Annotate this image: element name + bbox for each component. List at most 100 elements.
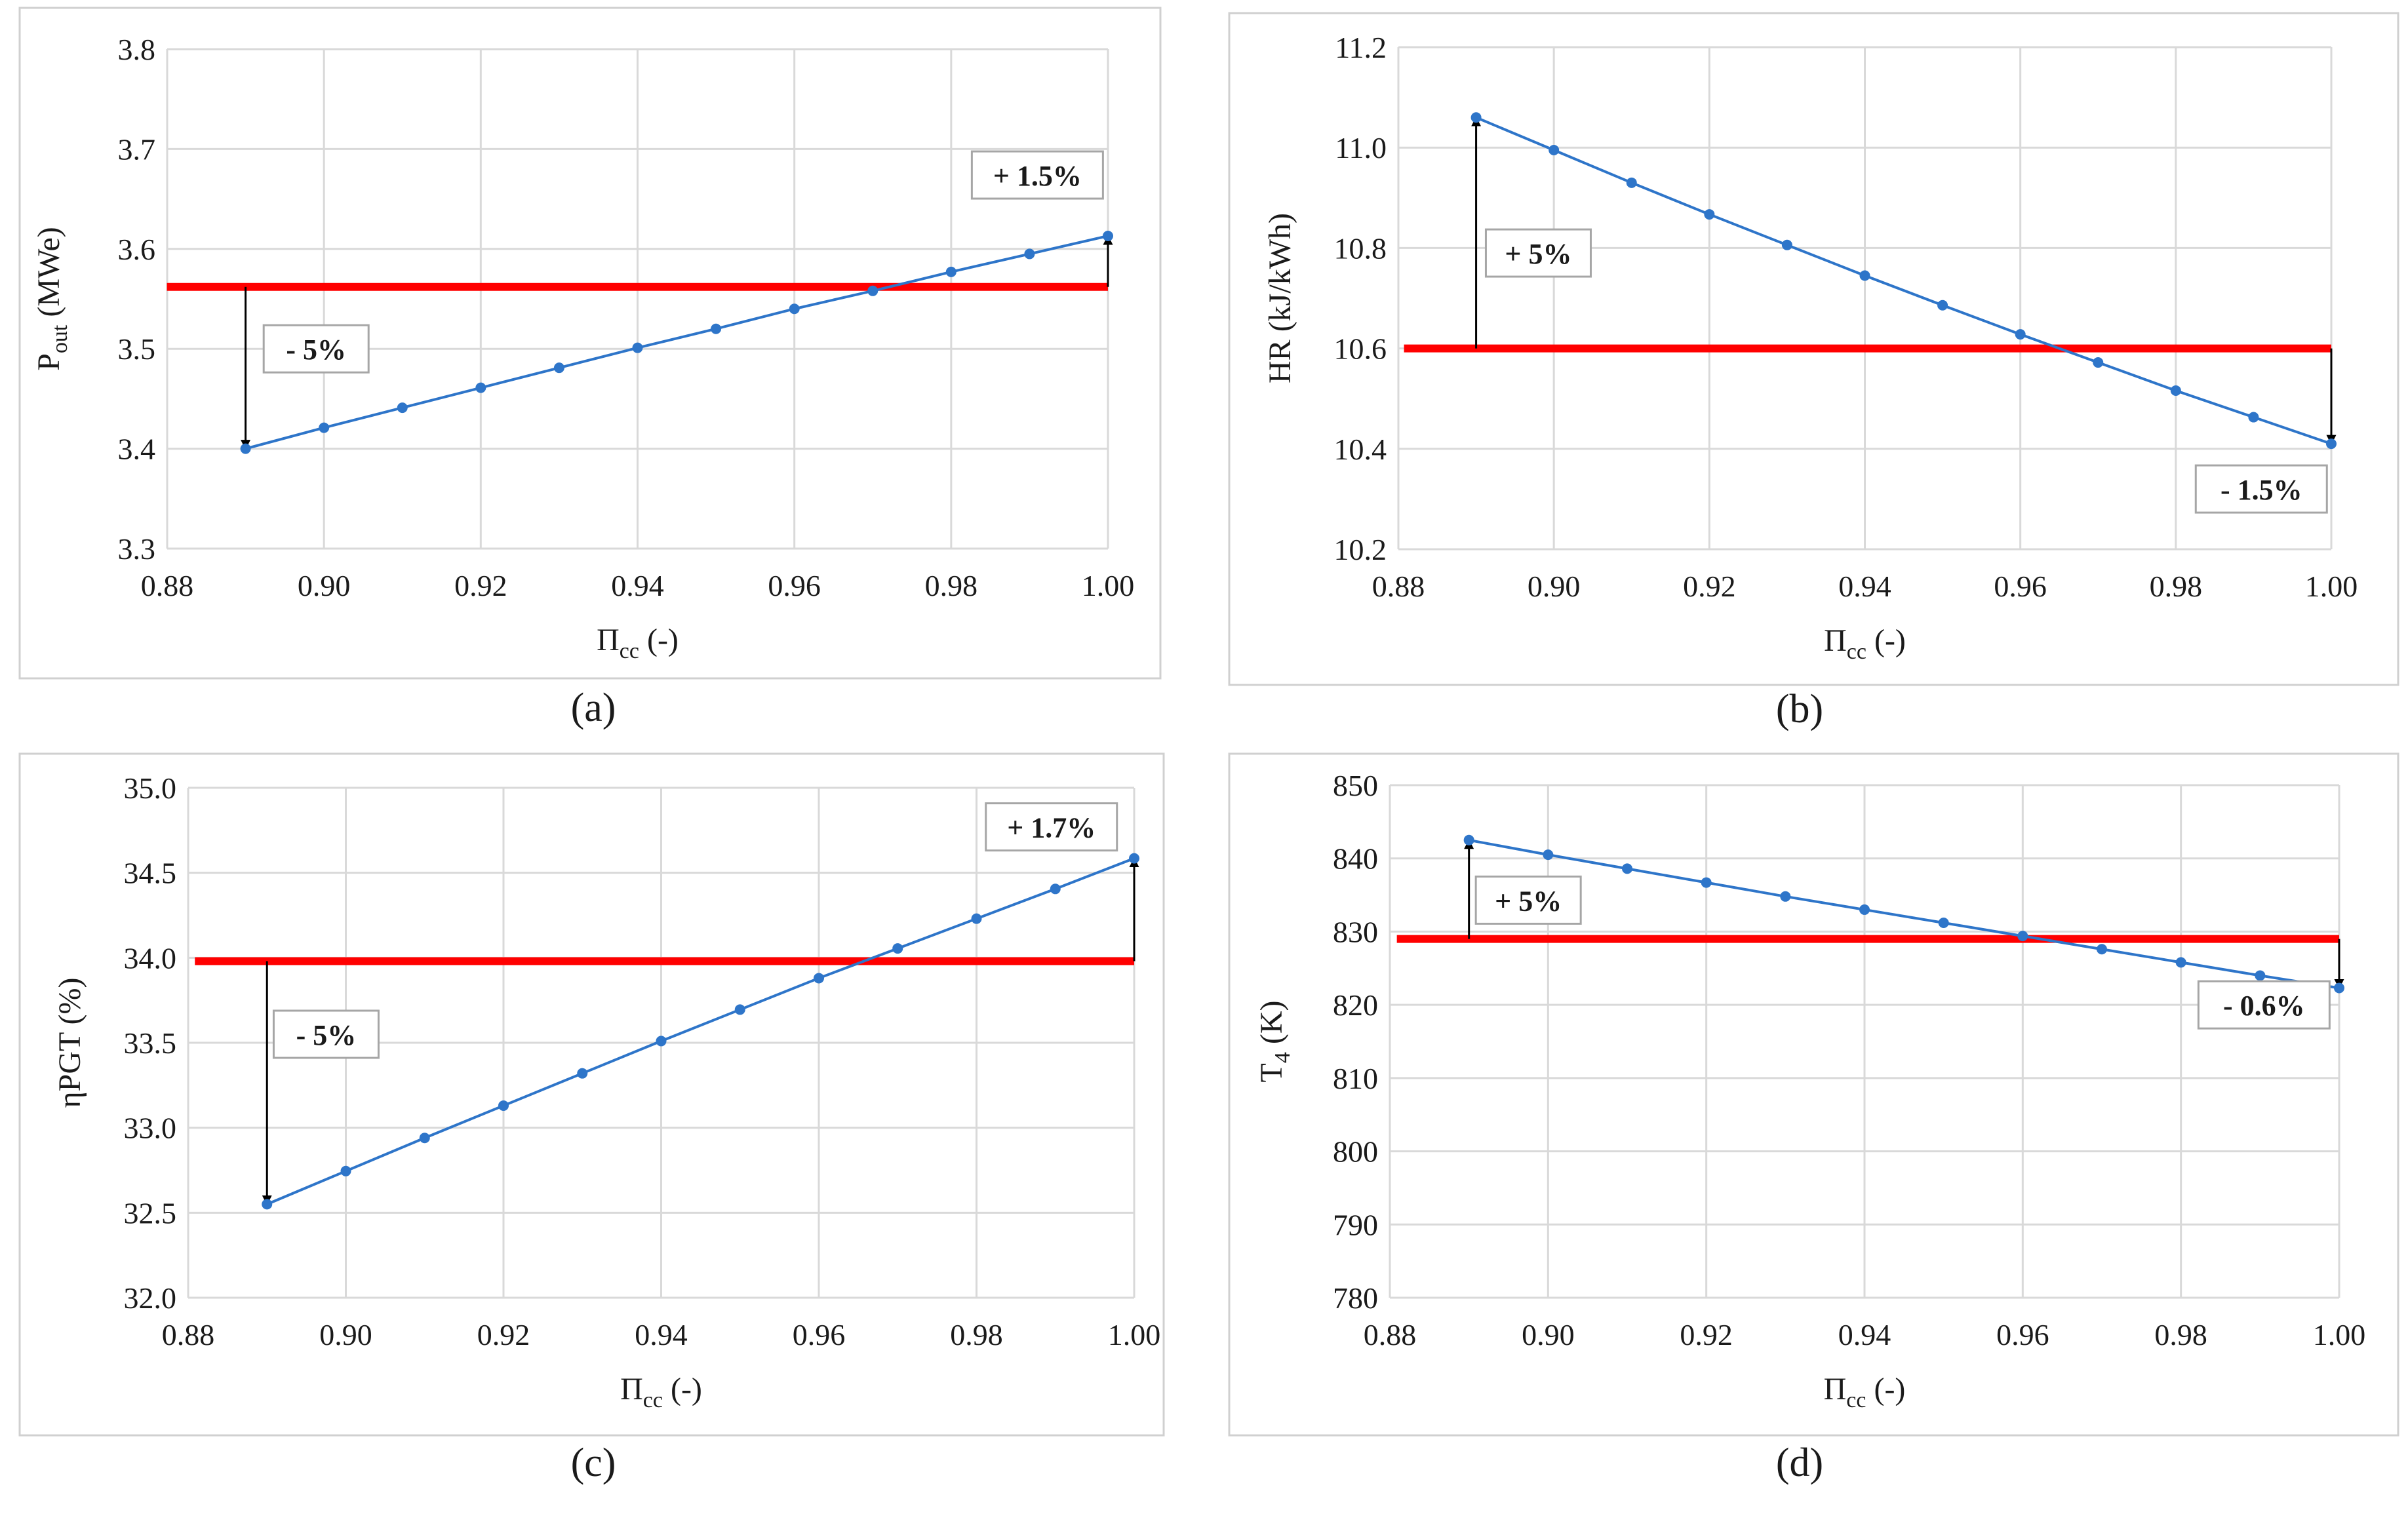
annotation-label: - 5% xyxy=(296,1019,357,1051)
y-axis-title: HR (kJ/kWh) xyxy=(1263,213,1297,383)
x-axis-title: Πcc (-) xyxy=(620,1372,702,1412)
data-point xyxy=(1050,883,1061,895)
data-point xyxy=(711,323,722,334)
x-axis-title: Πcc (-) xyxy=(597,623,679,663)
data-point xyxy=(2093,357,2104,368)
y-axis-title: ηPGT (%) xyxy=(52,978,87,1108)
x-tick-label: 0.96 xyxy=(1994,570,2047,603)
data-point xyxy=(1463,834,1474,845)
y-tick-label: 3.8 xyxy=(118,33,156,66)
x-tick-label: 0.98 xyxy=(925,569,978,602)
annotation-label: + 1.5% xyxy=(993,160,1082,192)
x-tick-label: 0.94 xyxy=(1838,1318,1891,1351)
y-tick-label: 10.8 xyxy=(1334,231,1387,265)
y-axis-title-subscript: out xyxy=(48,324,72,353)
x-axis-title-subscript: cc xyxy=(1847,640,1866,664)
x-tick-label: 1.00 xyxy=(2313,1318,2366,1351)
annotation-label: - 5% xyxy=(286,334,346,366)
data-point xyxy=(340,1165,351,1176)
x-tick-label: 0.98 xyxy=(2154,1318,2207,1351)
annotation-box xyxy=(970,150,1104,200)
y-tick-label: 32.0 xyxy=(124,1281,177,1315)
x-axis-title-subscript: cc xyxy=(643,1388,663,1412)
y-axis-title: T4 (K) xyxy=(1254,1001,1295,1083)
y-tick-label: 3.5 xyxy=(118,332,156,366)
data-point xyxy=(814,973,824,984)
y-tick-label: 3.6 xyxy=(118,233,156,266)
series-line xyxy=(245,235,1109,450)
annotation-box xyxy=(1484,228,1592,278)
chart-frame xyxy=(1228,752,2399,1437)
y-tick-label: 32.5 xyxy=(124,1196,177,1230)
y-tick-label: 850 xyxy=(1333,769,1378,802)
x-axis-title-unit: (-) xyxy=(663,1372,702,1407)
x-tick-label: 0.94 xyxy=(1838,570,1891,603)
y-axis-title-main: ηPGT (%) xyxy=(52,978,87,1108)
series-line xyxy=(266,857,1135,1206)
y-tick-label: 840 xyxy=(1333,842,1378,876)
panel-label: (c) xyxy=(571,1441,616,1485)
y-axis-title-main: T xyxy=(1254,1063,1289,1082)
chart-panel-a: 0.88 0.90 0.92 0.94 0.96 0.98 1.00 3.3 3.4 3.5 3.6… xyxy=(18,7,1162,730)
series-line xyxy=(1475,116,2332,446)
chart-frame xyxy=(18,752,1165,1437)
data-point xyxy=(2170,385,2181,396)
x-axis-title-unit: (-) xyxy=(1866,623,1906,658)
x-tick-label: 0.92 xyxy=(477,1318,530,1351)
y-tick-label: 800 xyxy=(1333,1135,1378,1169)
y-axis-title-unit: (K) xyxy=(1254,1001,1289,1053)
x-tick-label: 0.90 xyxy=(1528,570,1581,603)
x-tick-label: 0.92 xyxy=(454,569,507,602)
x-tick-label: 0.96 xyxy=(793,1318,846,1351)
y-tick-label: 10.2 xyxy=(1334,533,1387,566)
y-tick-label: 820 xyxy=(1333,988,1378,1022)
data-point xyxy=(1622,863,1632,874)
x-tick-label: 0.98 xyxy=(950,1318,1003,1351)
y-tick-label: 10.4 xyxy=(1334,433,1387,466)
x-axis-title-main: Π xyxy=(1824,1372,1847,1407)
y-axis-title-subscript: 4 xyxy=(1271,1052,1295,1063)
x-tick-label: 0.92 xyxy=(1683,570,1736,603)
y-tick-label: 780 xyxy=(1333,1281,1378,1315)
annotation-box xyxy=(985,802,1118,852)
x-axis-title-subscript: cc xyxy=(1846,1388,1866,1412)
data-point xyxy=(1781,239,1792,250)
x-tick-label: 0.90 xyxy=(1522,1318,1575,1351)
data-point xyxy=(1129,853,1139,864)
y-tick-label: 11.0 xyxy=(1335,131,1387,165)
data-point xyxy=(262,1199,273,1210)
data-point xyxy=(1470,112,1482,123)
annotation-label: + 5% xyxy=(1495,885,1562,917)
x-tick-label: 1.00 xyxy=(2305,570,2358,603)
x-tick-label: 0.94 xyxy=(611,569,664,602)
data-point xyxy=(2334,982,2344,994)
data-point xyxy=(892,943,903,954)
x-tick-label: 0.92 xyxy=(1680,1318,1733,1351)
data-point xyxy=(475,382,486,393)
data-point xyxy=(1701,877,1712,888)
y-tick-label: 35.0 xyxy=(124,771,177,805)
data-point xyxy=(2175,957,2186,968)
data-point xyxy=(577,1068,588,1079)
x-axis-title-subscript: cc xyxy=(620,639,639,663)
x-tick-label: 0.90 xyxy=(319,1318,372,1351)
y-axis-title-main: P xyxy=(31,353,66,371)
chart-panel-c: 0.88 0.90 0.92 0.94 0.96 0.98 1.00 32.0 32.5 33.0… xyxy=(18,752,1165,1485)
y-tick-label: 10.6 xyxy=(1334,332,1387,366)
y-tick-label: 33.5 xyxy=(124,1026,177,1060)
series-line xyxy=(1469,838,2340,990)
y-tick-label: 790 xyxy=(1333,1208,1378,1241)
annotation-box xyxy=(2194,464,2328,514)
data-point xyxy=(397,402,408,414)
data-point xyxy=(2248,412,2259,423)
chart-frame xyxy=(18,7,1162,680)
data-point xyxy=(945,266,957,277)
data-point xyxy=(1103,230,1113,241)
x-axis-title: Πcc (-) xyxy=(1824,1372,1906,1412)
data-point xyxy=(789,303,800,315)
data-point xyxy=(1549,145,1560,156)
panel-label: (a) xyxy=(571,686,616,730)
data-point xyxy=(2255,970,2266,981)
data-point xyxy=(1780,891,1791,902)
x-axis-title-unit: (-) xyxy=(1866,1372,1905,1407)
